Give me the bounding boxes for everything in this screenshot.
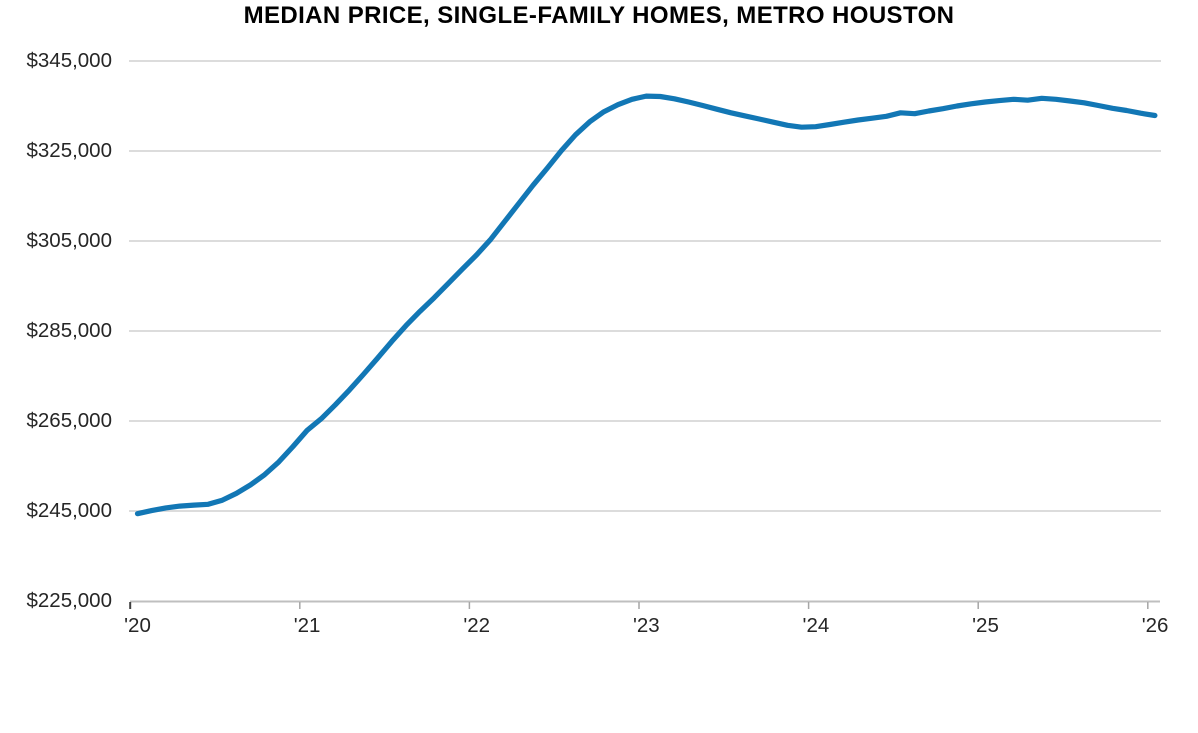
x-tick-label: '20 bbox=[124, 614, 151, 637]
y-tick-label: $225,000 bbox=[26, 589, 112, 612]
x-tick-label: '24 bbox=[802, 614, 830, 637]
y-tick-label: $245,000 bbox=[26, 499, 112, 522]
median-price-line bbox=[134, 93, 1158, 517]
y-tick-label: $345,000 bbox=[26, 49, 112, 72]
y-tick-label: $265,000 bbox=[26, 409, 112, 432]
x-tick-label: '21 bbox=[293, 614, 321, 637]
x-tick-label: '25 bbox=[972, 614, 999, 637]
footnote: * To adjust for monthly swings in the da… bbox=[6, 671, 1064, 733]
y-tick-label: $325,000 bbox=[26, 139, 112, 162]
chart-title: MEDIAN PRICE, SINGLE-FAMILY HOMES, METRO… bbox=[243, 2, 955, 29]
y-tick-label: $305,000 bbox=[26, 229, 112, 252]
footnote-note: * To adjust for monthly swings in the da… bbox=[6, 729, 1064, 733]
x-tick-label: '26 bbox=[1141, 614, 1169, 637]
x-tick-label: '23 bbox=[632, 614, 660, 637]
y-tick-label: $285,000 bbox=[26, 319, 112, 342]
x-tick-label: '22 bbox=[463, 614, 491, 637]
